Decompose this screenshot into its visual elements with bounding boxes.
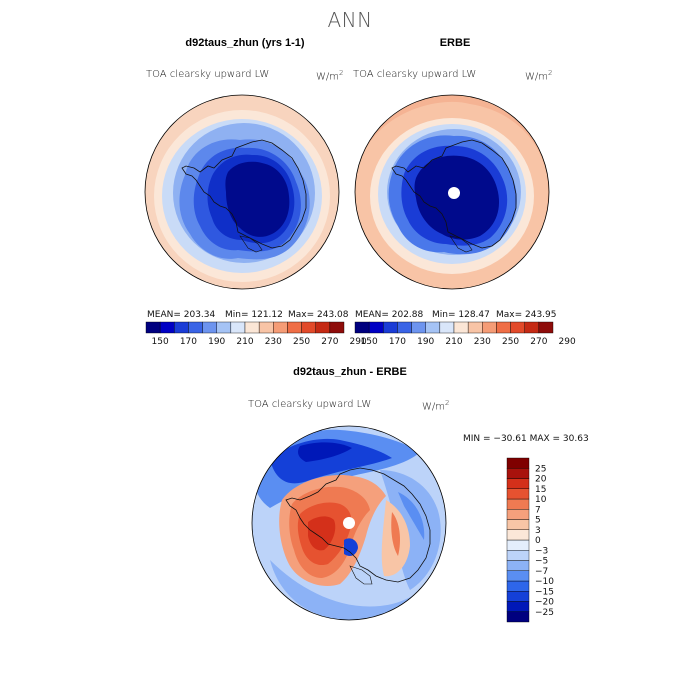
panel2-unit-label: W/m2 [525,69,553,83]
colorbar-swatch [216,321,232,334]
panel1-variable-label: TOA clearsky upward LW [146,69,270,80]
colorbar-erbe: 150 170 190 210 230 250 270 290 [354,321,576,347]
colorbar-swatch [506,570,530,582]
panel1-min: Min= 121.12 [225,310,283,320]
page-title: ANN [327,8,373,32]
colorbar-tick-label: 250 [502,337,519,347]
colorbar-tick-label: 290 [559,337,576,347]
panel2-title: ERBE [439,37,471,49]
colorbar-tick-label: −20 [535,598,554,608]
colorbar-tick-label: −5 [535,557,548,567]
colorbar-swatch [273,321,288,334]
colorbar-tick-label: 190 [208,337,225,347]
colorbar-swatch [506,560,530,571]
colorbar-swatch [524,321,540,334]
colorbar-swatch [506,519,530,530]
colorbar-swatch [329,321,345,334]
colorbar-swatch [397,321,412,334]
colorbar-swatch [202,321,217,334]
colorbar-swatch [145,321,161,334]
colorbar-swatch [368,321,384,334]
map-model [144,94,340,290]
colorbar-swatch [482,321,497,334]
colorbar-tick-label: 150 [361,337,378,347]
colorbar-tick-label: 25 [535,464,546,474]
colorbar-swatch [230,321,246,334]
colorbar-tick-label: 150 [152,337,169,347]
colorbar-swatch [506,509,530,520]
colorbar-swatch [506,478,530,489]
panel3-variable-label: TOA clearsky upward LW [248,399,372,410]
colorbar-swatch [506,580,530,592]
panel3-minmax: MIN = −30.61 MAX = 30.63 [463,434,589,444]
colorbar-swatch [506,539,530,551]
panel3-unit-label: W/m2 [422,399,450,413]
colorbar-swatch [174,321,189,334]
colorbar-swatch [496,321,511,334]
colorbar-swatch [506,529,530,541]
colorbar-tick-label: 210 [445,337,462,347]
colorbar-tick-label: 210 [236,337,253,347]
colorbar-tick-label: −7 [535,567,548,577]
colorbar-swatch [538,321,554,334]
colorbar-swatch [188,321,203,334]
colorbar-swatch [506,468,530,479]
panel1-unit-label: W/m2 [316,69,344,83]
colorbar-tick-label: 190 [417,337,434,347]
colorbar-tick-label: −15 [535,587,554,597]
colorbar-tick-label: 270 [530,337,547,347]
colorbar-tick-label: −10 [535,577,554,587]
colorbar-swatch [411,321,426,334]
colorbar-tick-label: 20 [535,475,547,485]
colorbar-tick-label: 10 [535,495,547,505]
colorbar-tick-label: 5 [535,516,541,526]
map-erbe [354,94,550,290]
colorbar-tick-label: 0 [535,536,541,546]
panel2-max: Max= 243.95 [496,310,557,320]
colorbar-tick-label: −25 [535,608,554,618]
colorbar-swatch [506,498,530,510]
map-difference [251,425,447,621]
colorbar-tick-label: 3 [535,526,541,536]
panel2-min: Min= 128.47 [432,310,490,320]
colorbar-swatch [258,321,274,334]
colorbar-swatch [453,321,469,334]
colorbar-swatch [506,591,530,602]
colorbar-swatch [506,611,530,623]
colorbar-tick-label: 170 [180,337,197,347]
colorbar-tick-label: 230 [474,337,491,347]
colorbar-swatch [506,488,530,500]
colorbar-tick-label: 270 [321,337,338,347]
colorbar-tick-label: 170 [389,337,406,347]
colorbar-swatch [287,321,302,334]
colorbar-tick-label: 15 [535,485,546,495]
colorbar-swatch [506,457,530,469]
colorbar-swatch [301,321,316,334]
colorbar-swatch [383,321,398,334]
colorbar-swatch [425,321,441,334]
colorbar-tick-label: 290 [350,337,367,347]
panel3-title: d92taus_zhun - ERBE [293,366,407,378]
colorbar-swatch [315,321,331,334]
colorbar-swatch [506,550,530,561]
colorbar-swatch [244,321,260,334]
colorbar-swatch [467,321,483,334]
panel1-title: d92taus_zhun (yrs 1-1) [185,37,305,49]
colorbar-tick-label: 230 [265,337,282,347]
colorbar-tick-label: 7 [535,505,541,515]
panel2-mean: MEAN= 202.88 [355,310,424,320]
panel1-mean: MEAN= 203.34 [147,310,216,320]
colorbar-swatch [159,321,175,334]
colorbar-tick-label: 250 [293,337,310,347]
panel1-max: Max= 243.08 [288,310,349,320]
colorbar-swatch [439,321,455,334]
colorbar-swatch [510,321,525,334]
colorbar-swatch [506,601,530,612]
colorbar-swatch [354,321,370,334]
colorbar-tick-label: −3 [535,546,548,556]
colorbar-model: 150 170 190 210 230 250 270 290 [145,321,367,347]
panel2-variable-label: TOA clearsky upward LW [353,69,477,80]
